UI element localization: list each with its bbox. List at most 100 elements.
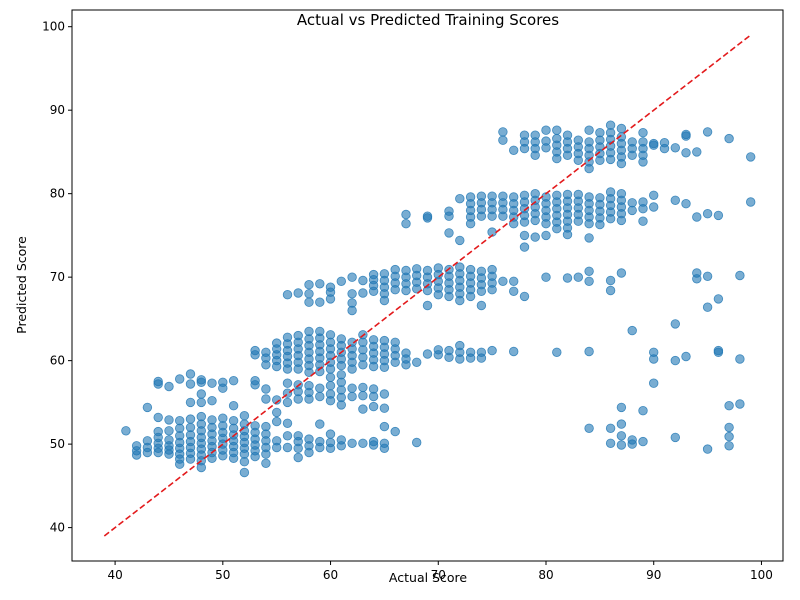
- data-point: [325, 396, 336, 406]
- data-point: [272, 395, 282, 405]
- data-point: [649, 202, 659, 212]
- data-point: [605, 438, 616, 449]
- data-point: [272, 407, 282, 418]
- data-point: [552, 223, 562, 234]
- data-point: [605, 213, 616, 224]
- x-tick-label: 80: [538, 568, 553, 582]
- y-tick-label: 70: [50, 270, 65, 284]
- data-point: [724, 431, 734, 442]
- data-point: [735, 399, 745, 409]
- data-point: [239, 457, 250, 467]
- data-point: [616, 268, 627, 278]
- x-tick-label: 60: [323, 568, 338, 582]
- data-point: [616, 158, 627, 169]
- data-point: [336, 276, 347, 287]
- data-point: [304, 280, 314, 290]
- data-point: [444, 352, 454, 363]
- data-point: [584, 163, 594, 174]
- data-point: [336, 441, 347, 451]
- data-point: [315, 383, 325, 393]
- scatter-points: [121, 120, 756, 478]
- data-point: [379, 362, 390, 373]
- data-point: [616, 419, 627, 429]
- data-point: [573, 216, 584, 226]
- data-point: [196, 462, 207, 473]
- data-point: [595, 219, 605, 230]
- data-point: [368, 440, 379, 450]
- data-point: [347, 305, 357, 316]
- data-point: [218, 451, 228, 461]
- data-point: [325, 372, 336, 383]
- y-tick-label: 50: [50, 437, 65, 451]
- data-point: [692, 212, 702, 222]
- data-point: [347, 383, 357, 393]
- data-point: [390, 357, 400, 368]
- y-tick-label: 40: [50, 521, 65, 535]
- data-point: [433, 350, 444, 360]
- data-point: [325, 364, 336, 374]
- data-point: [153, 447, 163, 458]
- data-point: [164, 381, 174, 392]
- data-point: [174, 459, 185, 469]
- data-point: [250, 451, 260, 462]
- x-tick-label: 70: [431, 568, 446, 582]
- data-point: [336, 360, 347, 371]
- data-point: [519, 217, 530, 227]
- data-point: [304, 394, 314, 404]
- data-point: [476, 300, 487, 311]
- data-point: [444, 211, 454, 221]
- data-point: [304, 297, 314, 307]
- data-point: [185, 454, 196, 464]
- data-point: [498, 276, 508, 287]
- data-point: [681, 131, 691, 141]
- data-point: [616, 431, 627, 441]
- data-point: [358, 288, 368, 298]
- data-point: [627, 150, 637, 161]
- data-point: [476, 353, 487, 363]
- data-point: [605, 154, 616, 165]
- data-point: [638, 436, 648, 447]
- data-point: [218, 383, 228, 393]
- data-point: [605, 423, 616, 434]
- data-point: [670, 195, 681, 206]
- data-point: [185, 397, 196, 408]
- data-point: [347, 364, 357, 374]
- y-tick-label: 90: [50, 103, 65, 117]
- data-point: [390, 426, 400, 437]
- data-point: [347, 391, 357, 402]
- data-point: [605, 275, 616, 286]
- data-point: [121, 426, 131, 436]
- data-point: [196, 377, 207, 388]
- data-point: [616, 215, 627, 226]
- data-point: [584, 276, 594, 287]
- data-point: [347, 289, 357, 299]
- data-point: [174, 374, 185, 384]
- data-point: [142, 447, 153, 458]
- data-point: [487, 345, 497, 356]
- data-point: [735, 354, 745, 364]
- data-point: [702, 208, 713, 219]
- data-point: [164, 426, 174, 436]
- data-point: [670, 143, 681, 153]
- data-point: [702, 127, 713, 137]
- data-point: [638, 203, 648, 214]
- data-point: [681, 148, 691, 158]
- data-point: [562, 229, 573, 240]
- data-point: [282, 418, 293, 429]
- data-point: [541, 230, 551, 241]
- data-point: [390, 285, 400, 295]
- data-point: [282, 290, 293, 300]
- data-point: [541, 143, 551, 153]
- data-point: [293, 288, 303, 298]
- data-point: [347, 272, 357, 282]
- data-point: [358, 438, 368, 449]
- x-tick-label: 50: [215, 568, 230, 582]
- data-point: [702, 302, 713, 312]
- data-point: [272, 361, 282, 372]
- x-tick-label: 40: [107, 568, 122, 582]
- data-point: [713, 294, 724, 304]
- data-point: [552, 125, 562, 135]
- data-point: [519, 242, 530, 252]
- data-point: [530, 150, 540, 161]
- data-point: [573, 272, 584, 282]
